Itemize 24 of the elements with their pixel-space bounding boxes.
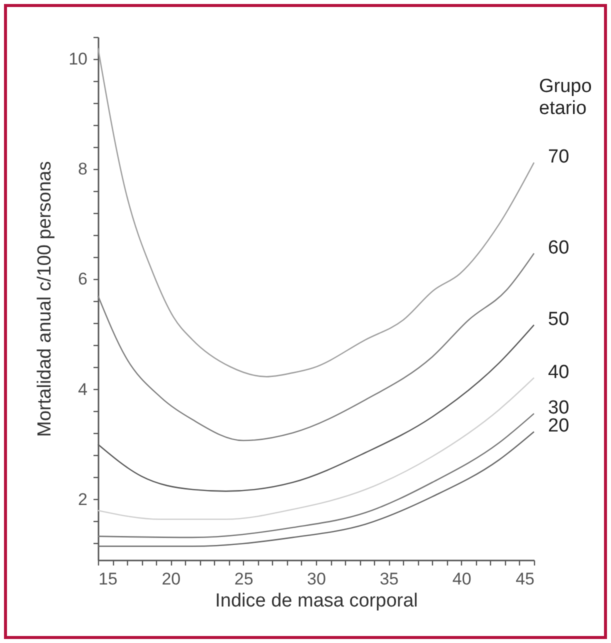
line-series [97, 431, 535, 547]
line-series [97, 412, 535, 538]
y-axis-title: Mortalidad anual c/100 personas [34, 161, 56, 437]
x-tick-label: 45 [516, 570, 534, 588]
legend-title: Grupo etario [539, 76, 592, 119]
line-series [97, 252, 535, 442]
x-axis-title: Indice de masa corporal [215, 590, 418, 612]
series-label: 60 [548, 237, 570, 258]
line-series [97, 47, 535, 378]
y-tick-label: 10 [68, 50, 88, 69]
series-label: 50 [548, 308, 570, 330]
x-tick-label: 40 [452, 570, 472, 588]
y-tick-label: 6 [78, 270, 88, 289]
series-label: 70 [548, 146, 570, 168]
y-tick-label: 2 [78, 490, 88, 509]
y-tick-label: 4 [78, 380, 88, 399]
x-tick-label: 20 [162, 570, 181, 588]
x-tick-label: 35 [380, 570, 399, 588]
line-series [97, 377, 535, 520]
x-tick-label: 15 [98, 570, 118, 588]
y-tick-label: 8 [78, 160, 88, 179]
x-tick-label: 30 [307, 570, 326, 588]
x-tick-label: 25 [234, 570, 254, 588]
series-label: 40 [548, 362, 570, 383]
